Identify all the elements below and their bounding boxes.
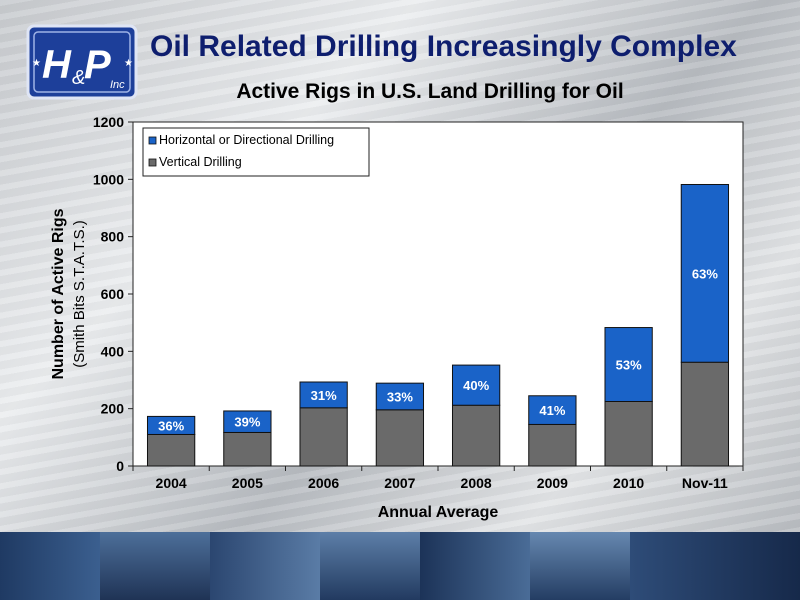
x-axis-label: Annual Average xyxy=(378,504,499,521)
bars-group: 36% 39% 31% 33% 40% 41% 53% 63% xyxy=(146,183,730,467)
bar-vertical-drilling xyxy=(528,423,577,467)
y-axis-sublabel: (Smith Bits S.T.A.T.S.) xyxy=(71,220,88,368)
photo-panel xyxy=(320,532,420,600)
bar-data-label: 39% xyxy=(234,415,260,430)
bar-data-label: 53% xyxy=(616,358,642,373)
bar-vertical-drilling xyxy=(451,404,501,467)
y-tick-label: 1000 xyxy=(93,171,124,187)
svg-text:H: H xyxy=(42,43,72,87)
bar-horizontal-drilling xyxy=(146,415,196,435)
svg-text:★: ★ xyxy=(32,58,41,69)
legend-label: Horizontal or Directional Drilling xyxy=(159,133,334,147)
x-tick-label: 2009 xyxy=(537,475,568,491)
x-tick-label: 2005 xyxy=(232,475,263,491)
y-tick-label: 200 xyxy=(101,401,125,417)
legend-swatch xyxy=(148,136,157,145)
photo-panel xyxy=(0,532,100,600)
x-tick-label: 2008 xyxy=(461,475,492,491)
photo-panel xyxy=(100,532,210,600)
chart-title: Active Rigs in U.S. Land Drilling for Oi… xyxy=(236,80,624,103)
svg-text:&: & xyxy=(72,67,85,89)
legend-swatch xyxy=(148,158,157,167)
bar-vertical-drilling xyxy=(375,409,425,467)
photo-panel xyxy=(210,532,320,600)
bar-vertical-drilling xyxy=(223,431,272,467)
y-tick-label: 800 xyxy=(101,229,125,245)
bar-data-label: 41% xyxy=(539,403,565,418)
bar-vertical-drilling xyxy=(680,361,730,467)
photo-strip xyxy=(0,532,800,600)
bar-data-label: 33% xyxy=(387,389,413,404)
bar-horizontal-drilling xyxy=(680,183,730,363)
bar-vertical-drilling xyxy=(299,407,348,467)
x-tick-label: 2010 xyxy=(613,475,644,491)
bar-vertical-drilling xyxy=(146,433,196,467)
bar-horizontal-drilling xyxy=(528,395,577,425)
slide-title: Oil Related Drilling Increasingly Comple… xyxy=(150,30,737,63)
y-tick-label: 1200 xyxy=(93,114,124,130)
bar-vertical-drilling xyxy=(604,401,653,467)
y-tick-label: 0 xyxy=(116,458,124,474)
x-tick-label: 2004 xyxy=(156,475,187,491)
y-tick-label: 400 xyxy=(101,343,125,359)
bar-horizontal-drilling xyxy=(299,381,348,409)
svg-text:P: P xyxy=(84,43,111,87)
bar-horizontal-drilling xyxy=(375,382,425,411)
bar-data-label: 36% xyxy=(158,418,184,433)
hp-logo-graphic: H P & Inc ★ ★ xyxy=(26,24,138,100)
y-tick-label: 600 xyxy=(101,286,125,302)
x-tick-label: 2007 xyxy=(384,475,415,491)
svg-text:Inc: Inc xyxy=(110,79,125,91)
y-axis-label: Number of Active Rigs xyxy=(50,208,67,379)
bar-data-label: 40% xyxy=(463,378,489,393)
stacked-bar-chart: 36% 39% 31% 33% 40% 41% 53% 63% 0 200 400 600 800 10… xyxy=(50,114,744,521)
hp-logo: H P & Inc ★ ★ xyxy=(26,24,138,100)
y-axis: 0 200 400 600 800 1000 1200 xyxy=(93,114,133,474)
bar-data-label: 31% xyxy=(311,388,337,403)
bar-horizontal-drilling xyxy=(604,327,653,403)
x-tick-label: Nov-11 xyxy=(682,475,728,491)
photo-panel xyxy=(420,532,530,600)
legend-label: Vertical Drilling xyxy=(159,155,242,169)
x-axis: 2004 2005 2006 2007 2008 2009 2010 Nov-11 xyxy=(132,466,744,491)
photo-panel xyxy=(630,532,800,600)
legend: Horizontal or Directional Drilling Vertic… xyxy=(142,127,370,177)
bar-horizontal-drilling xyxy=(451,364,501,406)
svg-text:★: ★ xyxy=(124,58,133,69)
legend-box xyxy=(142,127,370,177)
photo-panel xyxy=(530,532,630,600)
x-tick-label: 2006 xyxy=(308,475,339,491)
bar-data-label: 63% xyxy=(692,266,718,281)
bar-horizontal-drilling xyxy=(223,410,272,433)
